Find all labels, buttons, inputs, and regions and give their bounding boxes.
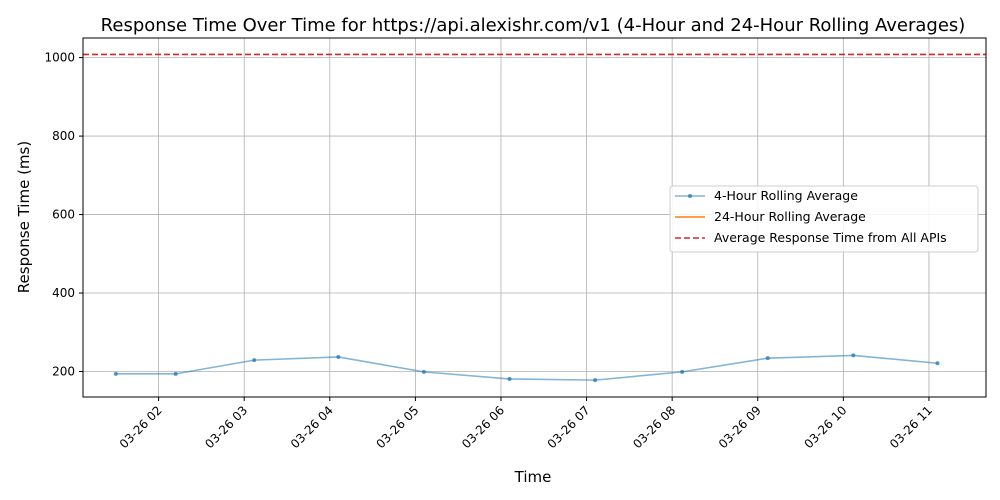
data-point: [336, 354, 341, 359]
legend-marker-4h: [688, 194, 692, 198]
data-point: [507, 376, 512, 381]
series-layer: [113, 353, 940, 383]
data-point: [851, 353, 856, 358]
y-tick-label: 400: [52, 286, 75, 300]
data-point: [765, 356, 770, 361]
x-tick-label: 03-26 10: [801, 403, 849, 451]
x-axis-label: Time: [514, 468, 552, 486]
y-tick-label: 200: [52, 364, 75, 378]
series-line-4h: [115, 354, 938, 381]
x-tick-label: 03-26 09: [716, 403, 764, 451]
data-point: [593, 378, 598, 383]
legend: 4-Hour Rolling Average 24-Hour Rolling A…: [669, 185, 979, 253]
data-point: [173, 371, 178, 376]
y-tick-label: 1000: [44, 51, 75, 65]
y-tick-label: 800: [52, 129, 75, 143]
data-point: [113, 371, 118, 376]
x-tick-label: 03-26 03: [202, 403, 250, 451]
x-tick-label: 03-26 02: [117, 403, 165, 451]
plot-frame: [82, 37, 987, 398]
x-tick-label: 03-26 04: [288, 403, 336, 451]
data-point: [252, 358, 257, 363]
legend-label-all-apis: Average Response Time from All APIs: [714, 230, 947, 245]
chart-title: Response Time Over Time for https://api.…: [101, 15, 966, 36]
x-tick-label: 03-26 05: [373, 403, 421, 451]
legend-box: [669, 185, 979, 253]
data-point: [421, 369, 426, 374]
x-axis-ticks: 03-26 02 03-26 03 03-26 04 03-26 05 03-26 06…: [117, 397, 935, 451]
legend-label-4h: 4-Hour Rolling Average: [714, 188, 858, 203]
y-axis-ticks: 200 400 600 800 1000: [44, 51, 83, 378]
y-axis-label: Response Time (ms): [15, 141, 33, 293]
x-tick-label: 03-26 08: [630, 403, 678, 451]
x-tick-label: 03-26 06: [459, 403, 507, 451]
x-tick-label: 03-26 11: [887, 403, 935, 451]
x-tick-label: 03-26 07: [545, 403, 593, 451]
legend-label-24h: 24-Hour Rolling Average: [714, 209, 866, 224]
data-point: [680, 369, 685, 374]
y-tick-label: 600: [52, 208, 75, 222]
data-point: [935, 361, 940, 366]
